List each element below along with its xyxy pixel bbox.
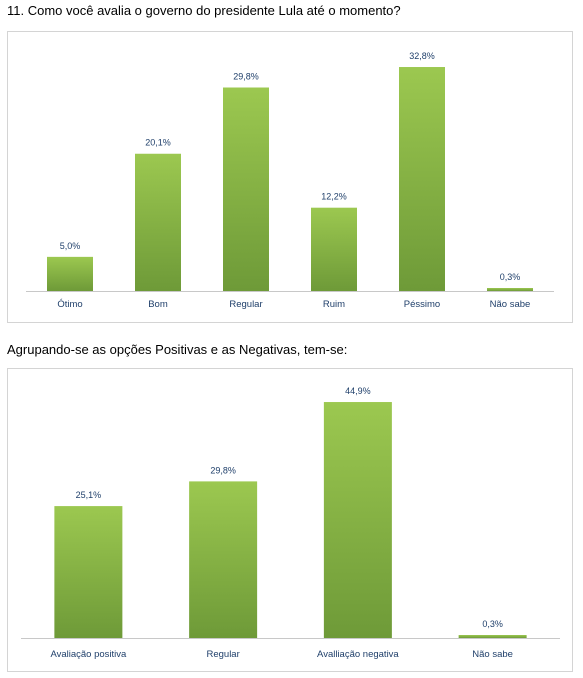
chart-2-frame: 25,1% Avaliação positiva 29,8% Regular 44,9%…: [7, 368, 573, 672]
category-tick-label: Bom: [148, 299, 168, 310]
bar: [54, 506, 123, 638]
category-tick-label: Regular: [206, 649, 239, 660]
category-tick-label: Avaliação positiva: [50, 649, 127, 660]
category-tick-label: Péssimo: [404, 299, 440, 310]
bar: [47, 256, 93, 291]
chart-1-frame: 5,0% Ótimo 20,1% Bom 29,8% Regular 12,2% Ruim 32…: [7, 31, 573, 323]
data-label: 29,8%: [210, 465, 236, 475]
data-label: 0,3%: [500, 272, 521, 282]
chart-2-plot: 25,1% Avaliação positiva 29,8% Regular 44,9%…: [21, 386, 560, 660]
data-label: 20,1%: [145, 138, 171, 148]
chart-2-heading: Agrupando-se as opções Positivas e as Ne…: [7, 342, 348, 357]
bar: [487, 288, 533, 291]
data-label: 32,8%: [409, 51, 435, 61]
category-tick-label: Não sabe: [490, 299, 531, 310]
data-label: 0,3%: [482, 619, 503, 629]
bar: [311, 207, 357, 291]
chart-1-plot: 5,0% Ótimo 20,1% Bom 29,8% Regular 12,2% Ruim 32…: [26, 51, 554, 310]
bar: [223, 87, 269, 291]
data-label: 12,2%: [321, 192, 347, 202]
data-label: 44,9%: [345, 386, 371, 396]
category-tick-label: Ruim: [323, 299, 345, 310]
data-label: 5,0%: [60, 241, 81, 251]
bar: [458, 635, 527, 638]
bar: [135, 153, 181, 291]
bar: [189, 481, 258, 638]
bar: [399, 67, 445, 291]
data-label: 25,1%: [76, 490, 102, 500]
category-tick-label: Ótimo: [57, 299, 82, 310]
category-tick-label: Não sabe: [472, 649, 513, 660]
bar: [323, 402, 392, 638]
category-tick-label: Avalliação negativa: [317, 649, 399, 660]
category-tick-label: Regular: [229, 299, 262, 310]
chart-1-heading: 11. Como você avalia o governo do presid…: [7, 3, 401, 18]
data-label: 29,8%: [233, 72, 259, 82]
